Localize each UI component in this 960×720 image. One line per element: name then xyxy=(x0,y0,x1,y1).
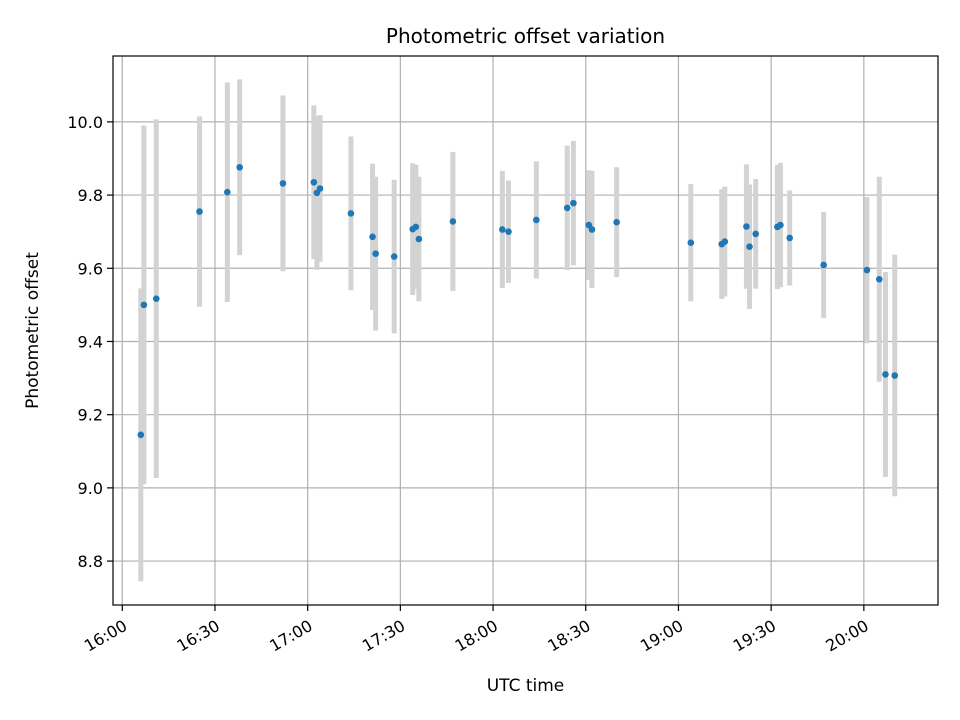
data-point xyxy=(224,188,231,196)
grid-lines xyxy=(113,56,938,605)
data-point xyxy=(369,233,376,241)
data-point xyxy=(372,250,379,257)
data-point xyxy=(279,180,287,187)
data-point xyxy=(390,253,398,260)
data-point xyxy=(863,266,871,274)
data-point xyxy=(505,228,512,235)
y-axis-ticks: 8.8 9.0 9.2 9.4 9.6 9.8 10.0 xyxy=(67,113,113,571)
data-point xyxy=(786,234,793,242)
data-point xyxy=(570,199,577,207)
data-point xyxy=(347,210,355,217)
data-points xyxy=(137,163,899,439)
data-point xyxy=(412,223,420,231)
data-point xyxy=(743,223,750,230)
data-point xyxy=(777,221,784,229)
y-axis-title: Photometric offset xyxy=(23,252,43,409)
data-point xyxy=(236,163,243,171)
data-point xyxy=(891,372,899,379)
data-point xyxy=(196,208,203,215)
y-tick-label: 9.0 xyxy=(78,479,103,498)
data-point xyxy=(588,226,596,233)
y-tick-label: 9.6 xyxy=(78,259,103,278)
chart-title: Photometric offset variation xyxy=(386,24,665,48)
y-tick-label: 9.8 xyxy=(78,186,103,205)
data-point xyxy=(316,185,324,192)
data-point xyxy=(137,431,145,439)
y-tick-label: 10.0 xyxy=(67,113,103,132)
plot-frame xyxy=(112,55,939,606)
data-point xyxy=(752,230,759,238)
data-point xyxy=(687,239,695,246)
data-point xyxy=(140,301,148,309)
data-point xyxy=(882,371,889,378)
data-point xyxy=(499,226,506,233)
data-point xyxy=(746,243,753,250)
data-point xyxy=(310,178,318,186)
y-tick-label: 8.8 xyxy=(78,552,103,571)
data-point xyxy=(820,261,827,269)
data-point xyxy=(449,218,457,225)
y-tick-label: 9.2 xyxy=(78,406,103,425)
data-point xyxy=(152,295,160,302)
data-point xyxy=(563,204,571,212)
data-point xyxy=(721,238,729,245)
data-point xyxy=(875,275,883,283)
x-axis-title: UTC time xyxy=(487,676,565,696)
y-tick-label: 9.4 xyxy=(78,332,103,351)
data-point xyxy=(415,235,423,243)
data-point xyxy=(533,216,540,224)
data-point xyxy=(613,218,620,226)
